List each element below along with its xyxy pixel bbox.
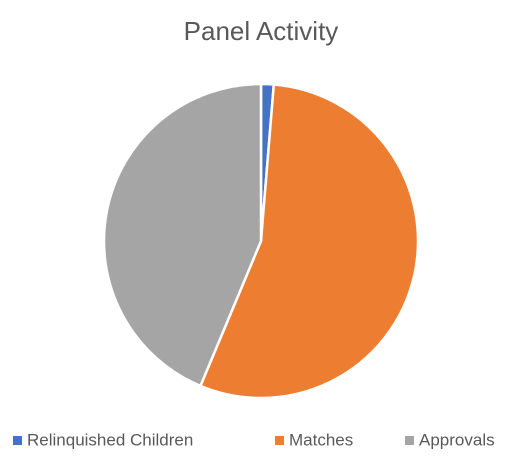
legend-label: Approvals (419, 430, 495, 449)
legend-swatch (275, 436, 284, 445)
pie-slice (198, 83, 420, 400)
legend-label: Relinquished Children (27, 430, 193, 449)
pie-slice (102, 82, 263, 388)
legend-swatch (13, 436, 22, 445)
chart-title: Panel Activity (184, 16, 339, 46)
legend-label: Matches (289, 430, 353, 449)
legend-swatch (405, 436, 414, 445)
